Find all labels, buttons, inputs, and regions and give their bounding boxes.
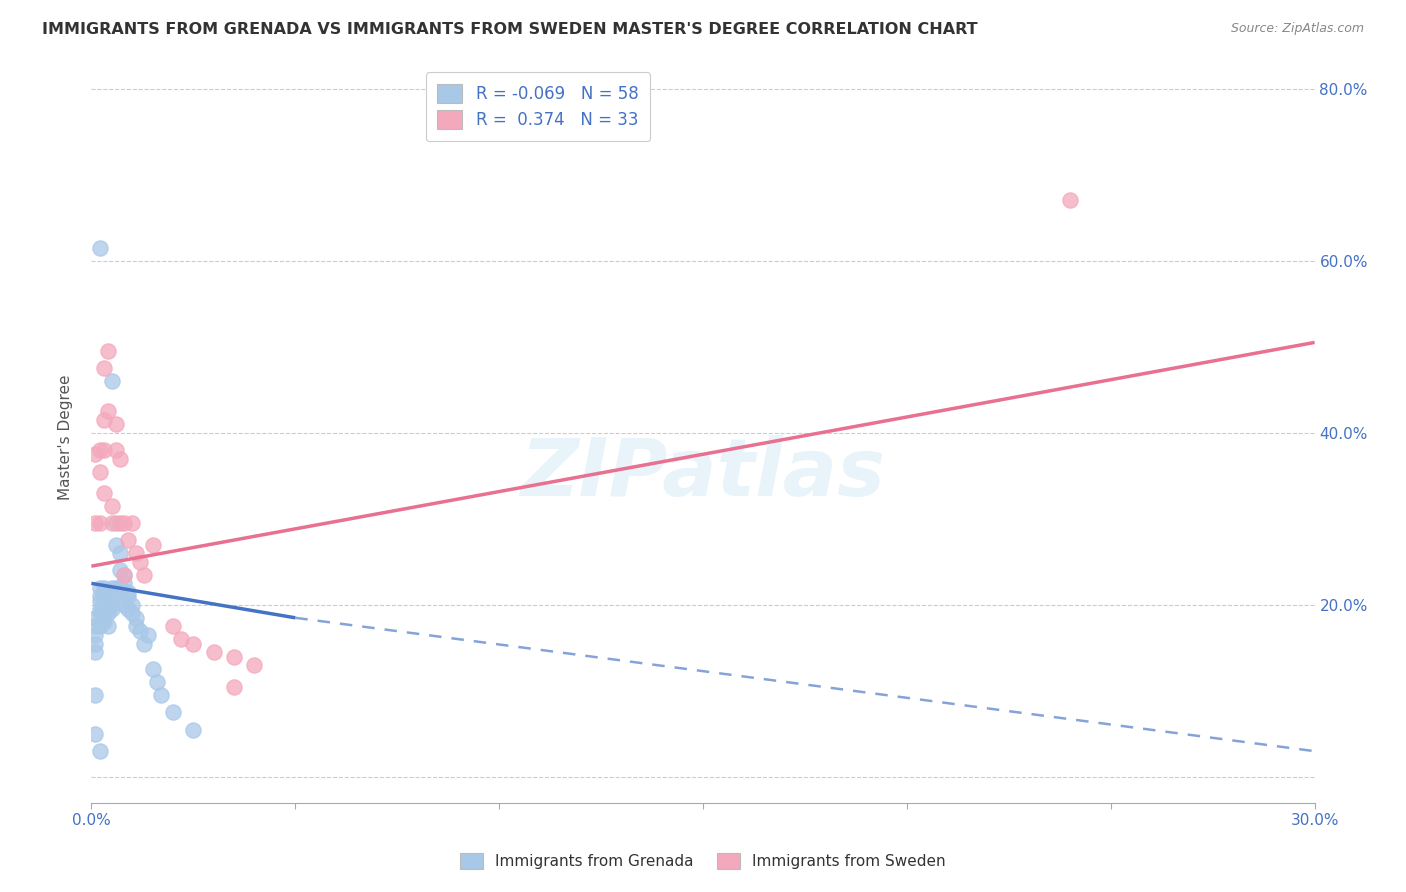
Point	[93, 585, 115, 599]
Point	[84, 637, 107, 651]
Point	[183, 637, 205, 651]
Point	[104, 417, 127, 432]
Point	[84, 628, 107, 642]
Point	[89, 581, 111, 595]
Point	[93, 598, 115, 612]
Point	[97, 344, 120, 359]
Point	[89, 602, 111, 616]
Point	[145, 675, 167, 690]
Point	[125, 546, 148, 560]
Point	[108, 581, 131, 595]
Point	[101, 598, 124, 612]
Text: Source: ZipAtlas.com: Source: ZipAtlas.com	[1230, 22, 1364, 36]
Point	[101, 499, 124, 513]
Point	[121, 607, 143, 621]
Point	[112, 567, 135, 582]
Point	[84, 516, 107, 530]
Point	[104, 581, 127, 595]
Point	[89, 442, 111, 457]
Point	[121, 598, 143, 612]
Point	[125, 619, 148, 633]
Point	[162, 619, 184, 633]
Point	[170, 632, 193, 647]
Point	[84, 688, 107, 702]
Point	[97, 593, 120, 607]
Point	[93, 589, 115, 603]
Point	[89, 619, 111, 633]
Point	[97, 602, 120, 616]
Point	[222, 649, 246, 664]
Point	[108, 516, 131, 530]
Point	[89, 589, 111, 603]
Point	[84, 611, 107, 625]
Point	[93, 442, 115, 457]
Point	[1059, 194, 1081, 208]
Point	[101, 585, 124, 599]
Point	[183, 723, 205, 737]
Point	[93, 581, 115, 595]
Point	[202, 645, 225, 659]
Point	[141, 662, 163, 676]
Point	[93, 413, 115, 427]
Point	[104, 442, 127, 457]
Point	[112, 576, 135, 591]
Point	[97, 598, 120, 612]
Point	[97, 404, 120, 418]
Y-axis label: Master's Degree: Master's Degree	[58, 375, 73, 500]
Point	[117, 589, 139, 603]
Point	[138, 628, 160, 642]
Point	[101, 581, 124, 595]
Point	[117, 533, 139, 548]
Text: IMMIGRANTS FROM GRENADA VS IMMIGRANTS FROM SWEDEN MASTER'S DEGREE CORRELATION CH: IMMIGRANTS FROM GRENADA VS IMMIGRANTS FR…	[42, 22, 977, 37]
Point	[108, 451, 131, 466]
Point	[134, 637, 156, 651]
Point	[84, 645, 107, 659]
Point	[141, 538, 163, 552]
Point	[108, 564, 131, 578]
Point	[101, 602, 124, 616]
Point	[149, 688, 172, 702]
Point	[93, 486, 115, 500]
Legend: R = -0.069   N = 58, R =  0.374   N = 33: R = -0.069 N = 58, R = 0.374 N = 33	[426, 72, 650, 141]
Point	[121, 516, 143, 530]
Point	[84, 447, 107, 461]
Point	[89, 593, 111, 607]
Point	[108, 589, 131, 603]
Point	[104, 516, 127, 530]
Point	[129, 555, 152, 569]
Point	[101, 374, 124, 388]
Point	[104, 538, 127, 552]
Point	[93, 602, 115, 616]
Point	[93, 361, 115, 376]
Point	[89, 744, 111, 758]
Point	[89, 241, 111, 255]
Point	[84, 727, 107, 741]
Point	[117, 585, 139, 599]
Point	[129, 624, 152, 638]
Point	[89, 607, 111, 621]
Point	[112, 516, 135, 530]
Point	[243, 658, 266, 673]
Point	[97, 619, 120, 633]
Point	[108, 546, 131, 560]
Point	[112, 598, 135, 612]
Point	[104, 585, 127, 599]
Point	[89, 465, 111, 479]
Point	[93, 615, 115, 629]
Point	[89, 516, 111, 530]
Point	[101, 516, 124, 530]
Point	[134, 567, 156, 582]
Point	[162, 706, 184, 720]
Point	[222, 680, 246, 694]
Point	[97, 607, 120, 621]
Point	[93, 611, 115, 625]
Point	[112, 567, 135, 582]
Point	[117, 602, 139, 616]
Point	[84, 619, 107, 633]
Point	[125, 611, 148, 625]
Legend: Immigrants from Grenada, Immigrants from Sweden: Immigrants from Grenada, Immigrants from…	[454, 847, 952, 875]
Text: ZIPatlas: ZIPatlas	[520, 434, 886, 513]
